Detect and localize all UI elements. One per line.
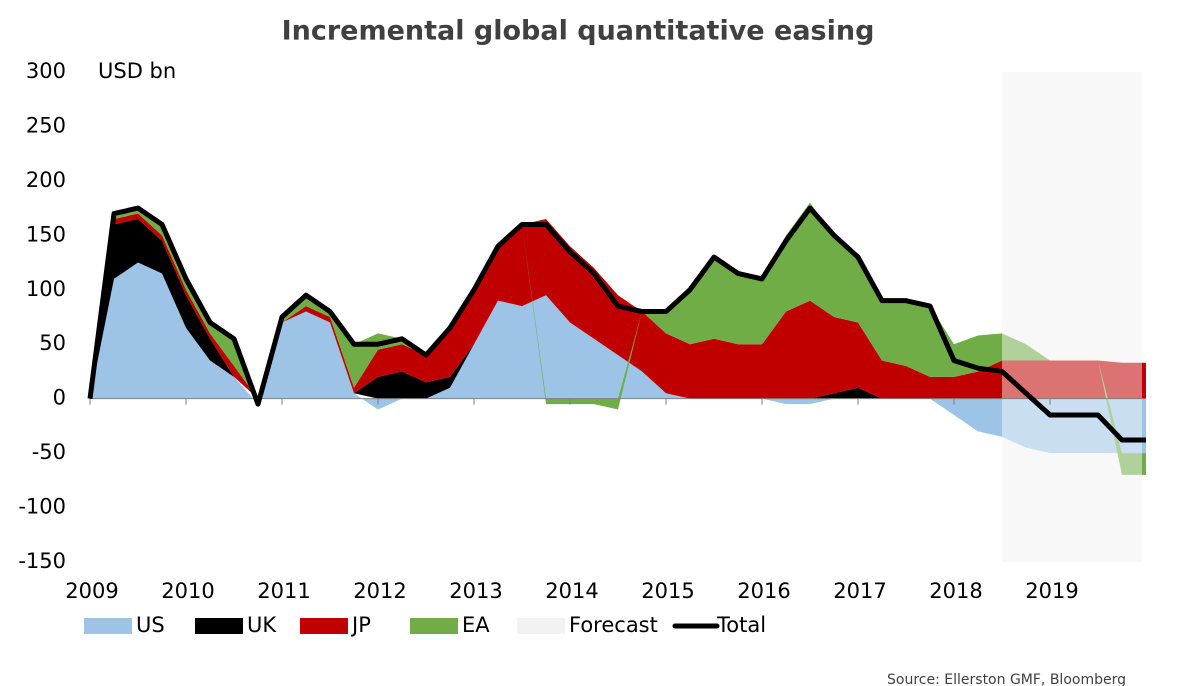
y-tick-label: 0 — [53, 386, 66, 410]
area — [90, 262, 1146, 454]
source: Source: Ellerston GMF, Bloomberg — [887, 672, 1126, 686]
legend-label: Total — [716, 613, 766, 637]
total-line — [87, 205, 1146, 443]
y-tick-label: -150 — [18, 549, 66, 573]
y-tick-label: -50 — [32, 440, 66, 464]
legend-swatch — [84, 618, 132, 634]
y-tick-label: -100 — [18, 495, 66, 519]
x-tick-label: 2019 — [1025, 579, 1078, 603]
y-tick-label: 200 — [26, 168, 66, 192]
y-tick-label: 100 — [26, 277, 66, 301]
area — [90, 202, 1146, 475]
legend-label: JP — [350, 613, 371, 637]
forecast-overlay — [1002, 72, 1142, 562]
legend-swatch — [517, 618, 565, 634]
y-tick-label: 250 — [26, 113, 66, 137]
legend-label: Forecast — [569, 613, 658, 637]
x-tick-label: 2010 — [161, 579, 214, 603]
x-tick-label: 2017 — [833, 579, 886, 603]
forecast-region — [1002, 72, 1142, 562]
chart-title: Incremental global quantitative easing — [282, 16, 875, 47]
x-tick-label: 2015 — [641, 579, 694, 603]
x-tick-label: 2012 — [353, 579, 406, 603]
legend-label: US — [136, 613, 165, 637]
y-tick-label: 300 — [26, 59, 66, 83]
x-tick-label: 2018 — [929, 579, 982, 603]
legend-swatch — [195, 618, 243, 634]
legend-swatch — [410, 618, 458, 634]
x-tick-label: 2016 — [737, 579, 790, 603]
x-tick-label: 2013 — [449, 579, 502, 603]
y-tick-label: 50 — [39, 331, 66, 355]
legend-label: EA — [462, 613, 490, 637]
x-tick-label: 2014 — [545, 579, 598, 603]
x-tick-label: 2009 — [65, 579, 118, 603]
legend-label: UK — [247, 613, 277, 637]
y-tick-label: 150 — [26, 222, 66, 246]
y-axis-label: USD bn — [98, 59, 176, 83]
x-tick-label: 2011 — [257, 579, 310, 603]
legend-swatch — [300, 618, 348, 634]
